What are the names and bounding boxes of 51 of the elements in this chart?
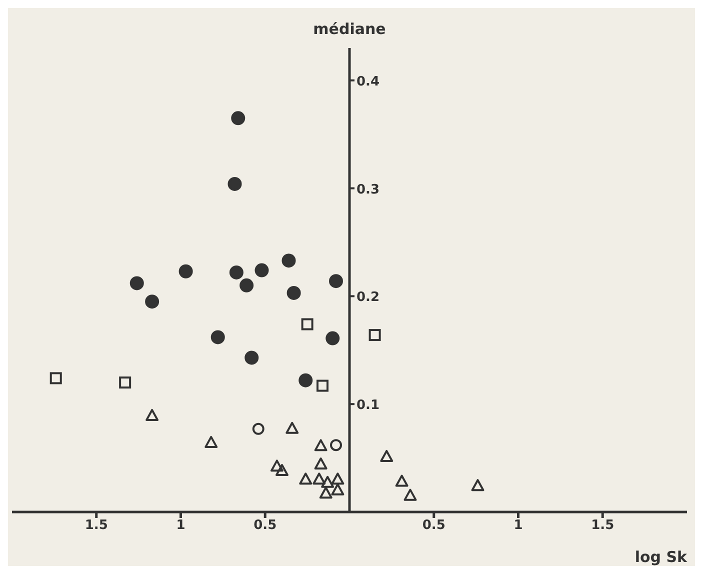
y-tick-label: 0.4 xyxy=(356,74,380,90)
point xyxy=(50,372,62,384)
point xyxy=(286,422,299,434)
x-tick-label: 0.5 xyxy=(422,518,446,534)
point xyxy=(146,408,159,421)
point xyxy=(301,318,314,330)
point xyxy=(282,254,296,268)
point xyxy=(178,264,193,278)
point xyxy=(119,376,132,389)
point xyxy=(240,278,254,292)
point xyxy=(471,479,484,492)
point xyxy=(331,483,344,496)
point xyxy=(312,472,326,485)
y-tick-label: 0.1 xyxy=(356,398,380,414)
y-tick-label: 0.2 xyxy=(356,290,380,306)
y-axis-title: médiane xyxy=(313,20,386,38)
point xyxy=(321,476,334,488)
point xyxy=(210,330,225,344)
point xyxy=(298,373,313,388)
x-tick-label: 0.5 xyxy=(254,518,277,534)
point xyxy=(228,176,242,191)
point xyxy=(380,450,394,462)
point xyxy=(329,274,343,288)
point xyxy=(319,486,332,499)
y-tick-label: 0.3 xyxy=(356,182,380,198)
point xyxy=(145,294,160,309)
x-tick-label: 1.5 xyxy=(591,518,614,534)
point xyxy=(130,276,144,290)
point xyxy=(229,265,244,280)
point xyxy=(276,464,288,476)
x-tick-label: 1.5 xyxy=(84,518,108,534)
point xyxy=(331,472,344,485)
point xyxy=(316,380,328,392)
point xyxy=(231,111,246,126)
point xyxy=(326,331,340,346)
point xyxy=(395,474,408,487)
point xyxy=(404,488,417,501)
x-axis-title: log Sk xyxy=(634,548,688,566)
point xyxy=(314,458,328,470)
point xyxy=(368,329,381,342)
point xyxy=(254,263,269,278)
point xyxy=(244,350,259,365)
point xyxy=(270,460,284,472)
point xyxy=(204,436,218,448)
x-tick-label: 1 xyxy=(176,518,186,534)
point xyxy=(314,439,328,452)
x-tick-label: 1 xyxy=(514,518,523,534)
point xyxy=(252,422,264,435)
point xyxy=(330,439,342,452)
point xyxy=(299,472,312,485)
point xyxy=(286,286,301,300)
